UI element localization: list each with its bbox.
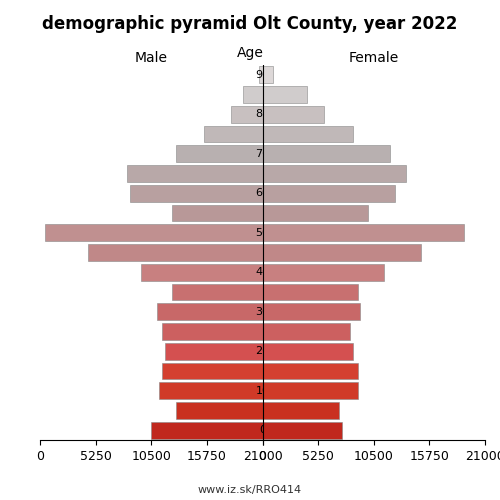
Bar (46, 224, 262, 241)
Bar (262, 323, 350, 340)
Bar (259, 66, 262, 84)
Bar (262, 204, 368, 222)
Bar (262, 86, 307, 103)
Title: Female: Female (348, 51, 399, 65)
Text: Age: Age (236, 46, 264, 60)
Bar (162, 323, 262, 340)
Bar (262, 402, 339, 419)
Bar (262, 382, 358, 399)
Text: 70: 70 (256, 149, 270, 159)
Bar (262, 304, 360, 320)
Text: 50: 50 (256, 228, 270, 238)
Bar (262, 66, 273, 84)
Bar (156, 304, 262, 320)
Text: 30: 30 (256, 306, 270, 316)
Bar (172, 204, 262, 222)
Bar (262, 343, 352, 359)
Bar (262, 284, 358, 300)
Bar (204, 126, 262, 142)
Bar (262, 264, 384, 280)
Text: 0: 0 (259, 425, 266, 435)
Bar (176, 402, 262, 419)
Bar (262, 165, 406, 182)
Title: Male: Male (135, 51, 168, 65)
Text: demographic pyramid Olt County, year 2022: demographic pyramid Olt County, year 202… (42, 15, 458, 33)
Bar (262, 106, 324, 122)
Bar (127, 165, 262, 182)
Bar (262, 224, 464, 241)
Bar (262, 422, 342, 438)
Bar (262, 146, 390, 162)
Bar (172, 284, 262, 300)
Bar (130, 185, 262, 202)
Text: 90: 90 (256, 70, 270, 80)
Bar (262, 126, 352, 142)
Bar (262, 185, 395, 202)
Text: 80: 80 (256, 110, 270, 120)
Bar (262, 362, 358, 380)
Text: 20: 20 (256, 346, 270, 356)
Bar (88, 244, 262, 261)
Bar (151, 422, 262, 438)
Bar (244, 86, 262, 103)
Text: www.iz.sk/RRO414: www.iz.sk/RRO414 (198, 485, 302, 495)
Bar (176, 146, 262, 162)
Bar (262, 244, 422, 261)
Bar (230, 106, 262, 122)
Bar (162, 362, 262, 380)
Text: 60: 60 (256, 188, 270, 198)
Bar (140, 264, 262, 280)
Text: 10: 10 (256, 386, 270, 396)
Bar (165, 343, 262, 359)
Bar (158, 382, 262, 399)
Text: 40: 40 (256, 267, 270, 277)
